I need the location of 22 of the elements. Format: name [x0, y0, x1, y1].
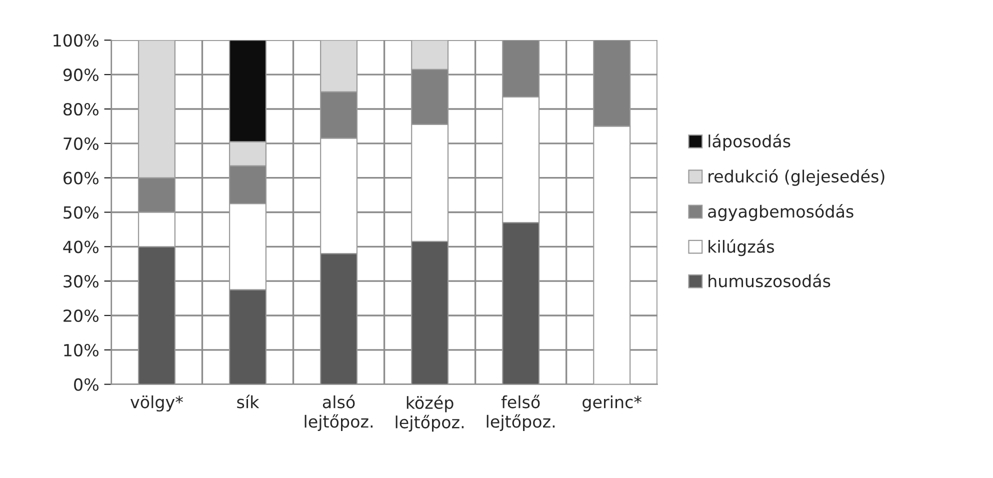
- legend-label: humuszosodás: [708, 274, 830, 288]
- y-tick-label: 40%: [63, 240, 98, 254]
- y-tick-label: 80%: [63, 102, 98, 116]
- x-tick-label: alsó lejtőpoz.: [304, 394, 373, 432]
- y-tick-label: 30%: [64, 275, 98, 288]
- y-tick-label: 100%: [54, 34, 98, 47]
- x-tick-label: közép lejtőpoz.: [396, 395, 464, 432]
- y-tick-label: 0%: [74, 378, 98, 391]
- y-tick-label: 70%: [64, 137, 98, 150]
- x-tick-label: sík: [237, 394, 260, 408]
- y-tick-label: 60%: [64, 172, 98, 184]
- y-tick-label: 20%: [64, 309, 98, 322]
- legend-label: láposodás: [708, 134, 790, 151]
- legend-label: agyagbemosódás: [708, 204, 854, 221]
- y-tick-label: 50%: [64, 206, 98, 219]
- x-tick-label: felső lejtőpoz.: [486, 394, 555, 432]
- y-tick-label: 10%: [64, 344, 98, 356]
- legend-label: kilúgzás: [708, 239, 774, 256]
- legend-label: redukció (glejesedés): [708, 169, 884, 186]
- x-tick-label: gerinc*: [582, 395, 642, 412]
- x-tick-label: völgy*: [130, 395, 183, 412]
- y-tick-label: 90%: [63, 68, 98, 82]
